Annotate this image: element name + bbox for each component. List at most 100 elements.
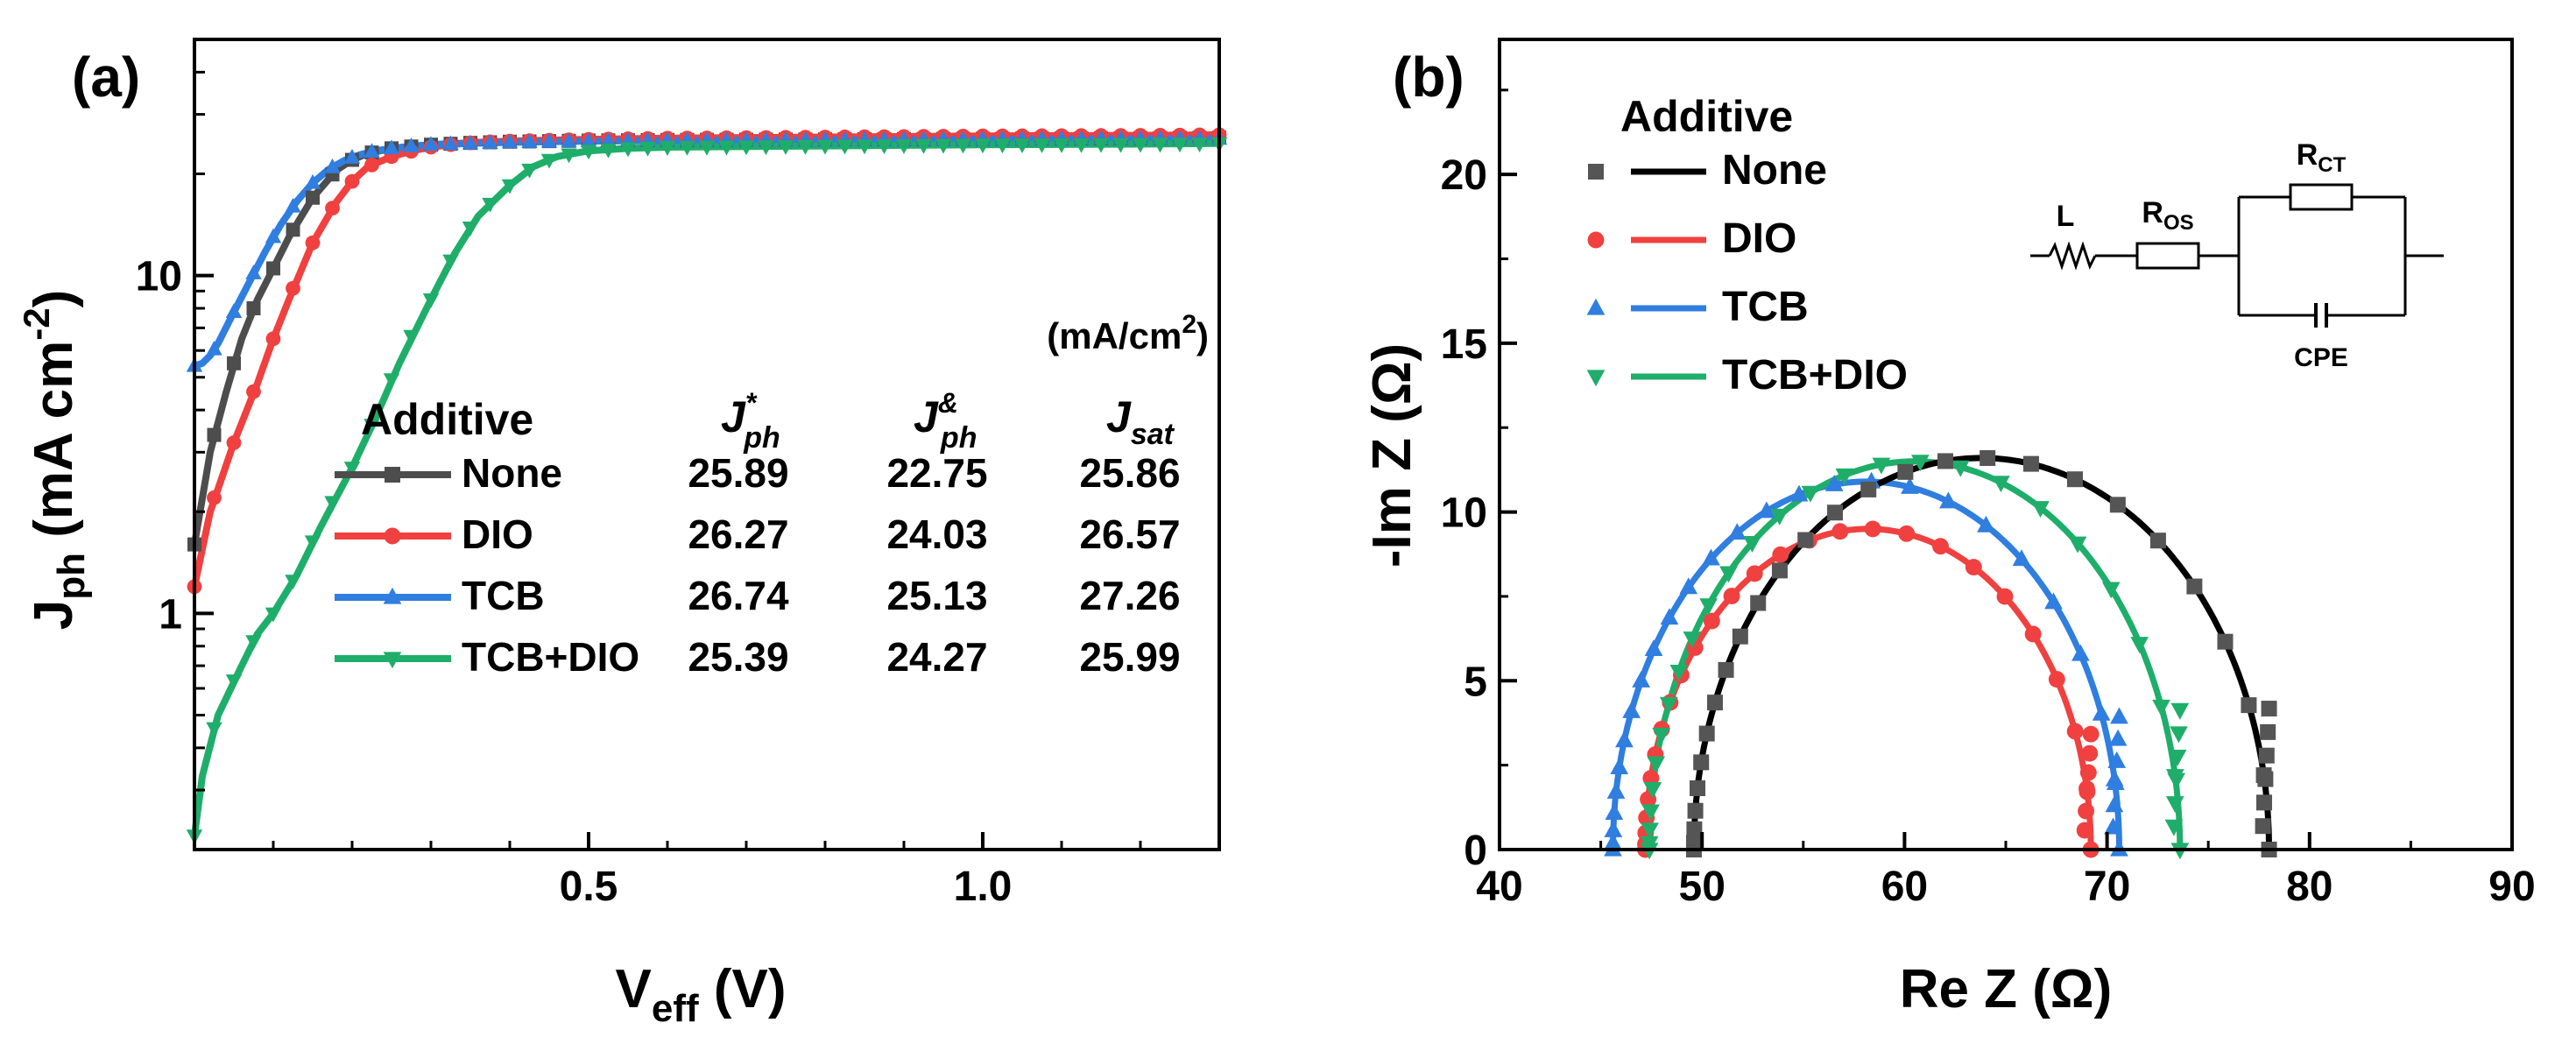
marker-none bbox=[286, 222, 300, 237]
legend-label-none: None bbox=[1722, 147, 1827, 194]
marker-tcb bbox=[304, 173, 321, 189]
panel-a-tick-labels: 0.5 1.0 1 10 bbox=[136, 254, 1013, 910]
inductor-zigzag bbox=[2048, 241, 2097, 271]
y-tick-label: 10 bbox=[136, 254, 182, 300]
nyquist-marker-tcb bbox=[1615, 730, 1634, 748]
nyquist-marker-dio bbox=[1965, 559, 1982, 576]
marker-tcb bbox=[580, 132, 597, 147]
nyquist-marker-dio bbox=[1746, 565, 1763, 582]
y-tick-label: 5 bbox=[1464, 659, 1487, 705]
nyquist-tail-marker-tcb bbox=[2107, 751, 2127, 768]
nyquist-marker-none bbox=[1897, 463, 1914, 480]
panel-a-table-unit: (mA/cm2) bbox=[1047, 310, 1209, 356]
marker-tcb-dio bbox=[383, 373, 400, 388]
table-cell-jph-star-tcb-dio: 25.39 bbox=[688, 634, 788, 680]
nyquist-tail-marker-dio bbox=[2079, 764, 2097, 781]
marker-tcb bbox=[383, 139, 400, 155]
marker-tcb-dio bbox=[698, 140, 716, 156]
nyquist-marker-tcb-dio bbox=[1719, 566, 1738, 583]
table-legend-marker-tcb bbox=[383, 587, 402, 604]
nyquist-marker-none bbox=[1827, 504, 1844, 521]
nyquist-marker-tcb-dio bbox=[1647, 756, 1666, 773]
nyquist-marker-tcb bbox=[1644, 639, 1663, 657]
nyquist-marker-none bbox=[1750, 595, 1767, 611]
table-cell-jsat-tcb-dio: 25.99 bbox=[1079, 634, 1180, 680]
circuit-label-ros: ROS bbox=[2142, 196, 2193, 235]
panel-b-x-axis-label: Re Z (Ω) bbox=[1900, 959, 2113, 1019]
nyquist-marker-none bbox=[1686, 821, 1703, 837]
nyquist-marker-tcb bbox=[1702, 548, 1720, 566]
panel-a-table-header-jph-star: J* ph bbox=[721, 387, 780, 455]
nyquist-marker-tcb bbox=[1610, 758, 1629, 775]
nyquist-marker-tcb-dio bbox=[2031, 501, 2050, 518]
nyquist-marker-tcb bbox=[2071, 644, 2090, 661]
marker-tcb-dio bbox=[324, 496, 341, 511]
panel-a: (a) 0.5 1.0 1 10 Jph (mA cm-2) Veff (V) (mA… bbox=[16, 38, 1228, 1030]
marker-tcb-dio bbox=[994, 138, 1011, 154]
nyquist-marker-none bbox=[1718, 661, 1734, 678]
marker-tcb-dio bbox=[1073, 138, 1090, 153]
marker-tcb bbox=[540, 132, 558, 148]
table-cell-jsat-dio: 26.57 bbox=[1079, 511, 1180, 557]
marker-tcb-dio bbox=[1132, 138, 1149, 153]
nyquist-marker-tcb bbox=[2044, 592, 2063, 610]
nyquist-curve-tcb-dio bbox=[1646, 458, 2184, 850]
marker-tcb bbox=[600, 131, 617, 147]
nyquist-marker-tcb bbox=[1622, 702, 1641, 718]
nyquist-marker-tcb-dio bbox=[1640, 836, 1659, 853]
marker-tcb bbox=[324, 158, 341, 173]
nyquist-marker-none bbox=[1686, 835, 1702, 851]
legend-marker-none bbox=[1588, 164, 1604, 180]
nyquist-marker-tcb-dio bbox=[1770, 508, 1789, 525]
nyquist-marker-tcb bbox=[1679, 577, 1698, 595]
y-tick-label: 20 bbox=[1441, 152, 1487, 199]
marker-tcb-dio bbox=[1171, 138, 1189, 153]
marker-tcb-dio bbox=[955, 138, 971, 154]
nyquist-marker-dio bbox=[1864, 520, 1881, 538]
nyquist-tail-marker-none bbox=[2260, 723, 2276, 740]
marker-tcb-dio bbox=[1191, 138, 1208, 152]
nyquist-marker-tcb bbox=[1604, 833, 1622, 850]
marker-tcb bbox=[501, 133, 519, 149]
nyquist-tail-marker-tcb bbox=[2105, 795, 2124, 813]
nyquist-marker-none bbox=[1698, 725, 1715, 742]
marker-tcb bbox=[482, 134, 498, 149]
marker-dio bbox=[246, 384, 261, 399]
panel-a-table: (mA/cm2) Additive J* ph J& ph Jsat None 25.… bbox=[335, 310, 1209, 680]
nyquist-tail-marker-dio bbox=[2081, 744, 2099, 762]
marker-tcb-dio bbox=[915, 138, 932, 154]
marker-dio bbox=[325, 201, 340, 216]
nyquist-tail-marker-dio bbox=[2078, 802, 2095, 820]
table-row-name-dio: DIO bbox=[462, 511, 533, 557]
table-cell-jph-star-none: 25.89 bbox=[688, 450, 788, 496]
table-cell-jph-star-tcb: 26.74 bbox=[688, 573, 789, 618]
resistor-rct bbox=[2289, 183, 2354, 211]
marker-tcb-dio bbox=[619, 142, 637, 158]
nyquist-marker-tcb bbox=[1757, 501, 1776, 518]
nyquist-marker-dio bbox=[2024, 625, 2042, 643]
panel-a-y-axis-label: Jph (mA cm-2) bbox=[16, 290, 93, 631]
nyquist-marker-tcb-dio bbox=[1641, 804, 1660, 822]
marker-tcb bbox=[225, 303, 243, 319]
marker-dio bbox=[226, 435, 242, 450]
legend-marker-tcb bbox=[1586, 298, 1606, 315]
panel-b-label: (b) bbox=[1393, 46, 1464, 109]
marker-none bbox=[227, 356, 241, 370]
resistor-ros bbox=[2135, 242, 2200, 270]
marker-tcb bbox=[521, 133, 538, 148]
x-tick-label: 50 bbox=[1679, 864, 1726, 910]
marker-tcb-dio bbox=[836, 139, 853, 155]
nyquist-marker-tcb bbox=[1789, 484, 1809, 502]
marker-tcb-dio bbox=[521, 163, 538, 179]
nyquist-marker-none bbox=[1706, 695, 1723, 711]
marker-tcb-dio bbox=[363, 419, 380, 434]
marker-tcb-dio bbox=[974, 138, 992, 154]
nyquist-marker-tcb-dio bbox=[1641, 822, 1659, 840]
table-cell-jph-amp-tcb-dio: 24.27 bbox=[886, 634, 987, 680]
y-tick-label: 0 bbox=[1464, 828, 1487, 874]
nyquist-tail-marker-tcb-dio bbox=[2165, 796, 2184, 814]
marker-tcb-dio bbox=[206, 722, 222, 737]
table-cell-jph-amp-dio: 24.03 bbox=[886, 511, 987, 557]
nyquist-curve-dio bbox=[1642, 525, 2094, 850]
circuit-label-cpe: CPE bbox=[2294, 343, 2348, 372]
